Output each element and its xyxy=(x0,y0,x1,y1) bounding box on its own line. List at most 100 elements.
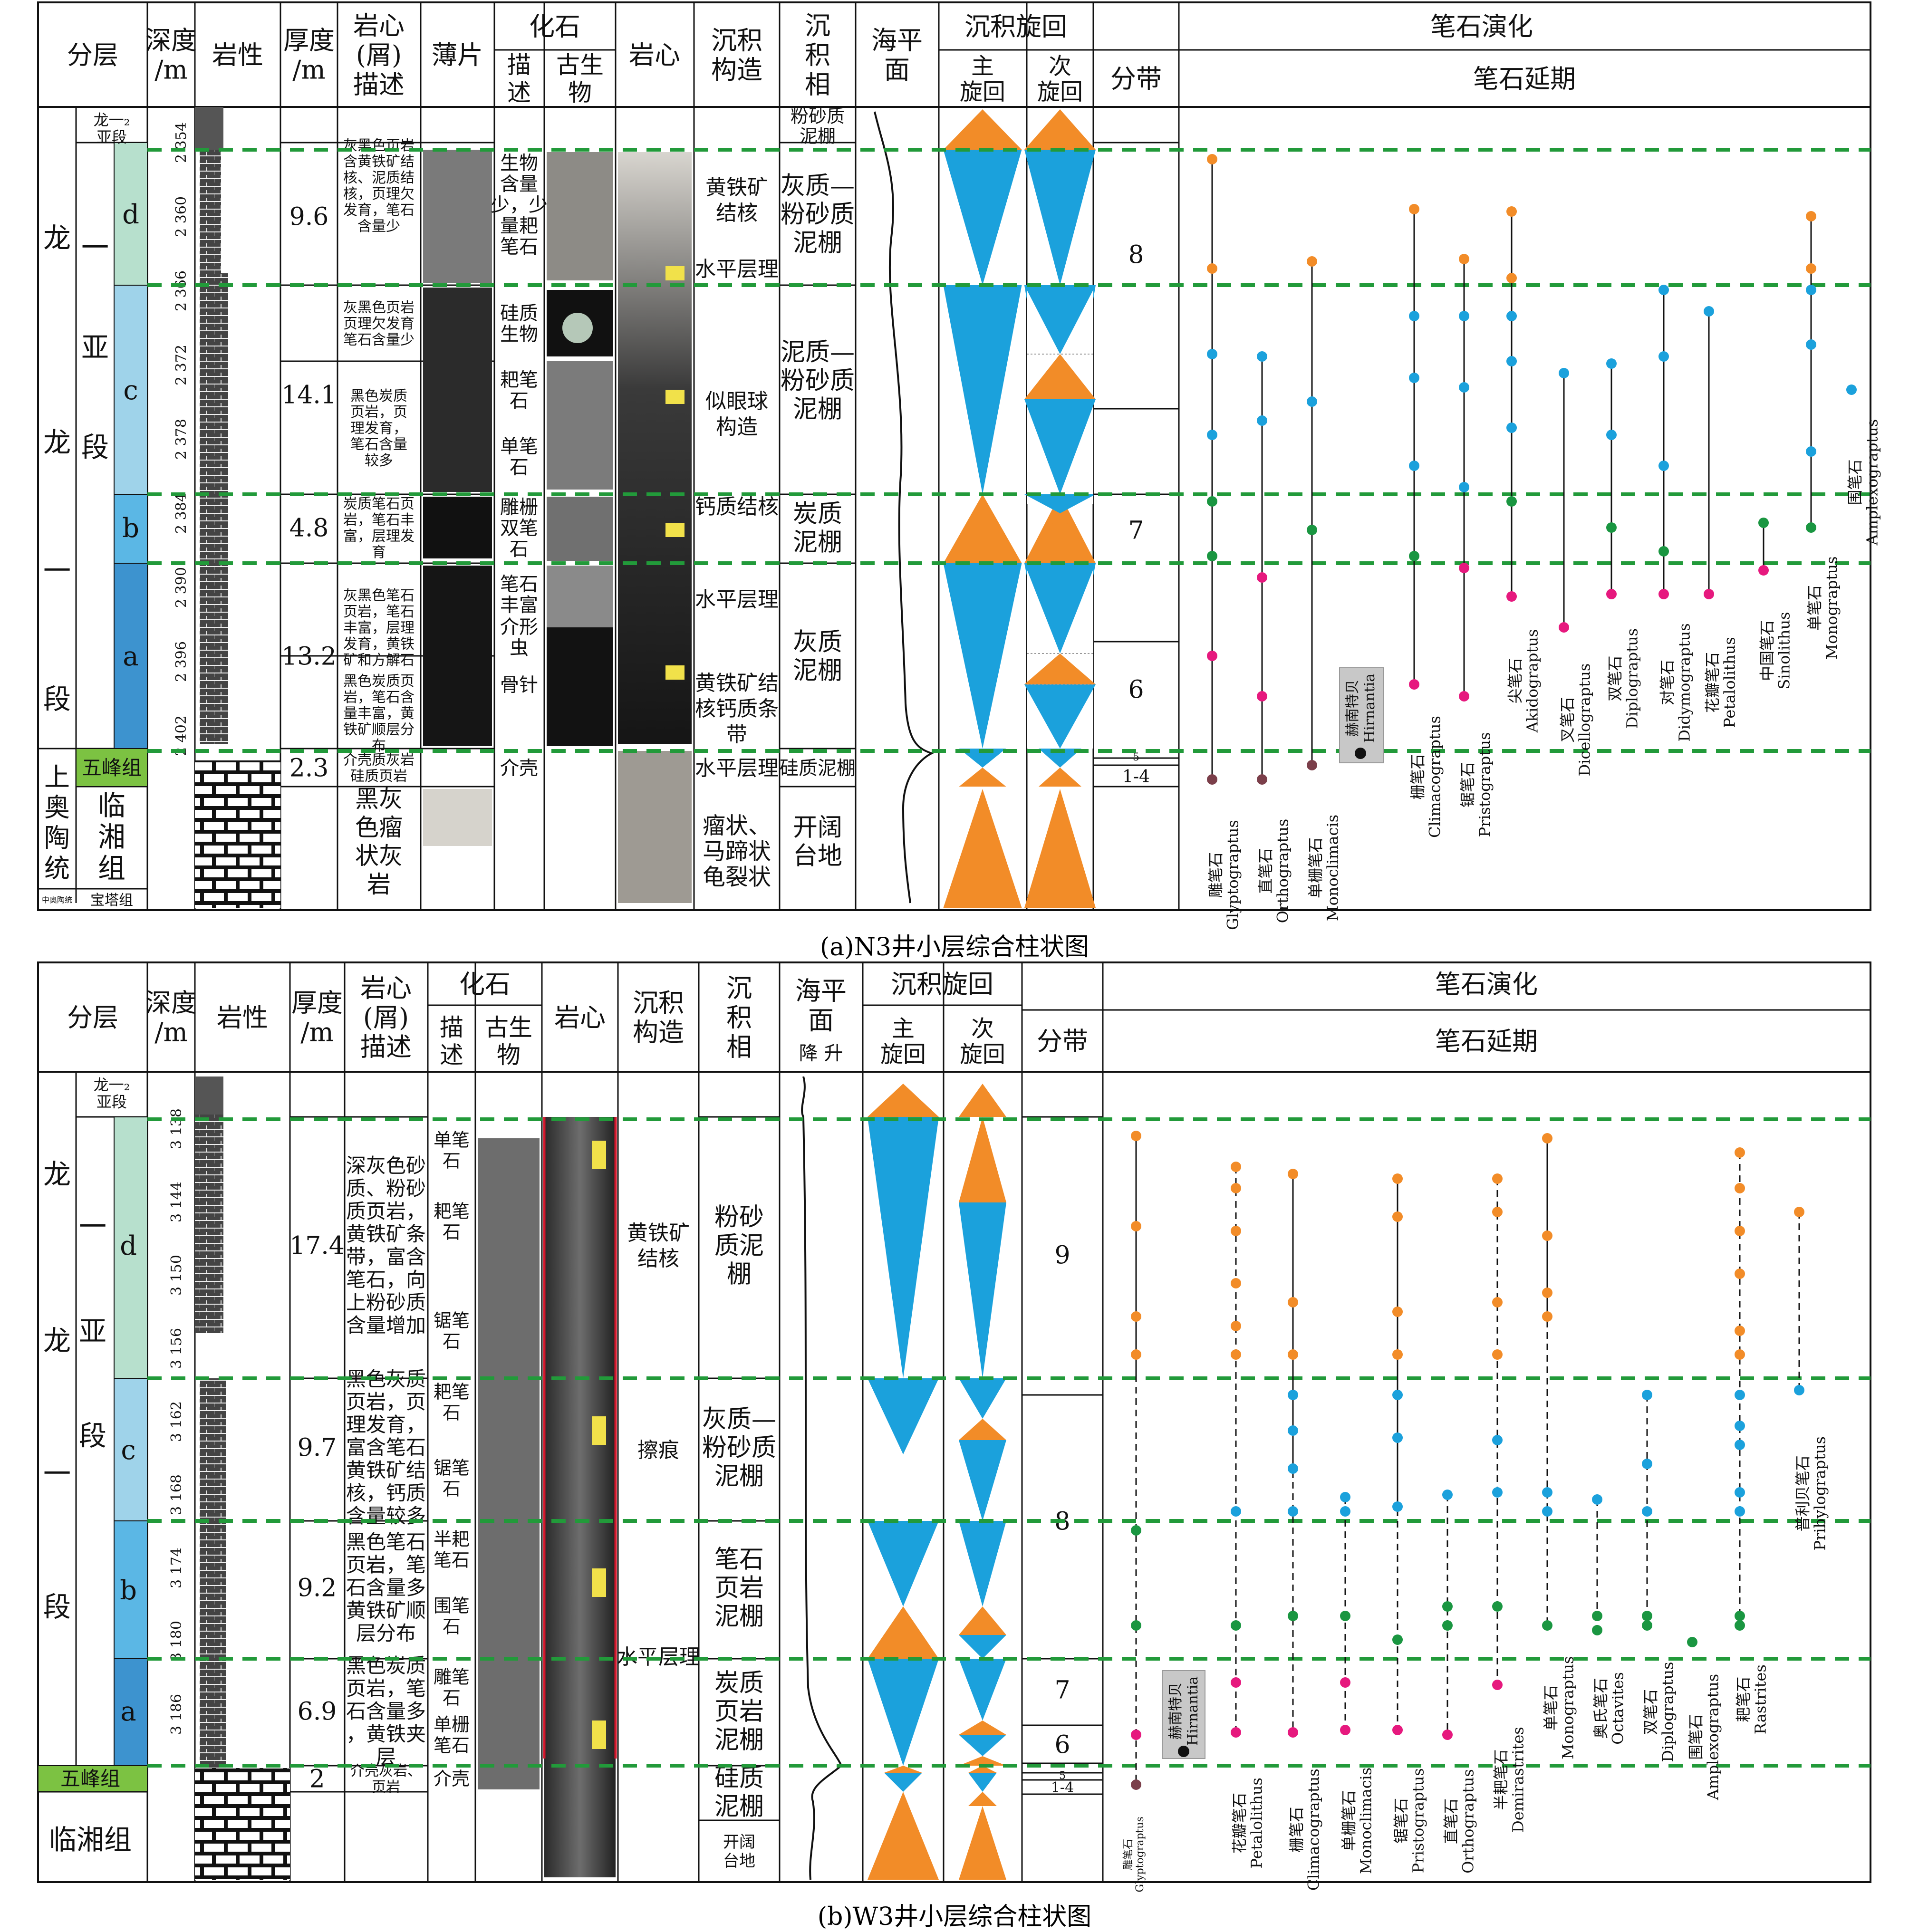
strat-long: 龙 xyxy=(43,222,71,254)
strat-long1-1: 一亚段 xyxy=(81,231,109,463)
range-point xyxy=(1642,1506,1652,1517)
species-label: 半耙笔石Demirastrites xyxy=(1492,1727,1527,1833)
species-label: 叉笔石Dicellograptus xyxy=(1559,663,1594,777)
range-point xyxy=(1606,589,1617,599)
strat-long1-2: 龙一₂ 亚段 xyxy=(94,1076,130,1111)
fossil-description: 半耙笔石 xyxy=(434,1529,470,1571)
lith-shale xyxy=(195,107,223,150)
range-point xyxy=(1459,311,1469,321)
cycle-triangle xyxy=(1024,654,1096,684)
cycle-triangle xyxy=(1024,563,1096,654)
header-structure: 沉积构造 xyxy=(633,988,684,1047)
cycle-triangle xyxy=(884,1773,922,1792)
strat-linxiang: 临湘组 xyxy=(49,1824,132,1856)
sub-layer-b xyxy=(114,1520,148,1659)
header-lithology: 岩性 xyxy=(217,1002,268,1032)
facies-label: 笔石页岩泥棚 xyxy=(714,1546,764,1631)
sub-layer-d xyxy=(114,142,148,286)
range-point xyxy=(1806,339,1816,350)
range-point xyxy=(1442,1601,1453,1612)
range-point xyxy=(1231,1278,1241,1288)
sub-layer-b xyxy=(114,494,148,564)
core-image xyxy=(618,152,692,744)
lith-shale xyxy=(195,1115,223,1333)
range-point xyxy=(1492,1173,1503,1184)
cycle-triangle xyxy=(1039,768,1081,787)
fossil-description: 硅质生物 xyxy=(500,302,538,345)
cycle-triangle xyxy=(959,1806,1006,1880)
species-label: 单笔石Monograptus xyxy=(1542,1656,1577,1759)
thin-section-image xyxy=(423,497,492,558)
cycle-triangle xyxy=(959,1606,1006,1635)
species-label: 奥氏笔石Octavites xyxy=(1592,1672,1627,1745)
cycle-triangle xyxy=(1024,684,1096,749)
range-point xyxy=(1794,1207,1804,1217)
fossil-description: 锯笔石 xyxy=(434,1458,470,1499)
range-point xyxy=(1559,368,1569,378)
zone-label: 7 xyxy=(1128,517,1144,545)
zone-label: 6 xyxy=(1128,676,1144,704)
strat-long1-2: 龙一₂ 亚段 xyxy=(94,111,130,146)
range-point xyxy=(1658,351,1669,362)
core-label-tag xyxy=(592,1416,606,1445)
range-point xyxy=(1288,1727,1298,1738)
header-lithology: 岩性 xyxy=(212,40,263,70)
range-point xyxy=(1131,1349,1141,1360)
range-point xyxy=(1409,551,1419,561)
fossil-description: 介壳 xyxy=(500,757,538,779)
range-point xyxy=(1288,1297,1298,1307)
range-point xyxy=(1392,1501,1403,1512)
range-point xyxy=(1409,461,1419,471)
range-point xyxy=(1642,1390,1652,1400)
cycle-triangle xyxy=(959,1635,1006,1659)
range-point xyxy=(1704,306,1714,317)
strat-wufeng: 五峰组 xyxy=(60,1767,120,1790)
cycle-triangle xyxy=(959,1378,1006,1419)
cycle-triangle xyxy=(1024,285,1096,354)
species-label: 直笔石Orthograptus xyxy=(1257,819,1292,923)
header-fossil-bio: 古生物 xyxy=(556,51,604,106)
range-point xyxy=(1658,589,1669,599)
facies-label: 灰质—粉砂质泥棚 xyxy=(781,172,855,258)
range-point xyxy=(1542,1506,1552,1517)
range-point xyxy=(1207,774,1217,785)
range-point xyxy=(1658,285,1669,295)
zone-label: 8 xyxy=(1128,241,1144,269)
range-point xyxy=(1806,446,1816,457)
range-point xyxy=(1207,349,1217,359)
species-label: 赫南特贝Hirnantia xyxy=(1167,1676,1201,1746)
range-point xyxy=(1806,285,1816,295)
caption-b: (b)W3井小层综合柱状图 xyxy=(817,1903,1092,1931)
facies-label: 硅质泥棚 xyxy=(714,1764,764,1821)
fossil-description: 耙笔石 xyxy=(500,369,538,412)
header-core: 岩心 xyxy=(629,40,680,70)
thin-section-image xyxy=(423,789,492,846)
zone-label: 9 xyxy=(1054,1241,1070,1270)
depth-tick: 2 360 xyxy=(173,196,190,237)
cycle-triangle xyxy=(968,1773,997,1792)
core-description: 黑色笔石页岩，笔石含量多黄铁矿顺层分布 xyxy=(346,1530,426,1645)
header-cycle: 沉积旋回 xyxy=(964,11,1067,41)
range-point xyxy=(1758,565,1769,576)
range-point xyxy=(1207,154,1217,164)
fossil-description: 耙笔石 xyxy=(434,1382,470,1423)
depth-tick: 3 180 xyxy=(168,1621,185,1662)
range-point xyxy=(1542,1487,1552,1498)
species-label: 对笔石Didymograptus xyxy=(1658,623,1694,741)
cycle-triangle xyxy=(968,1766,997,1773)
species-label: 锯笔石Pristograptus xyxy=(1392,1768,1427,1873)
range-point xyxy=(1257,415,1267,426)
facies-label: 粉砂质泥棚 xyxy=(714,1203,764,1289)
strat-long: 龙 xyxy=(43,1158,71,1191)
range-point xyxy=(1606,522,1617,533)
range-point xyxy=(1231,1162,1241,1172)
sedimentary-structure: 擦痕 xyxy=(637,1438,679,1462)
sub-b-label: b xyxy=(122,513,139,544)
fossil-description: 单笔石 xyxy=(434,1130,470,1172)
fossil-description: 介形虫 xyxy=(500,616,538,659)
range-point xyxy=(1658,546,1669,557)
strat-upper-ordovician: 上奥陶统 xyxy=(44,762,70,883)
range-point xyxy=(1288,1506,1298,1517)
sub-layer-a xyxy=(114,563,148,749)
sub-d-label: d xyxy=(120,1230,137,1261)
